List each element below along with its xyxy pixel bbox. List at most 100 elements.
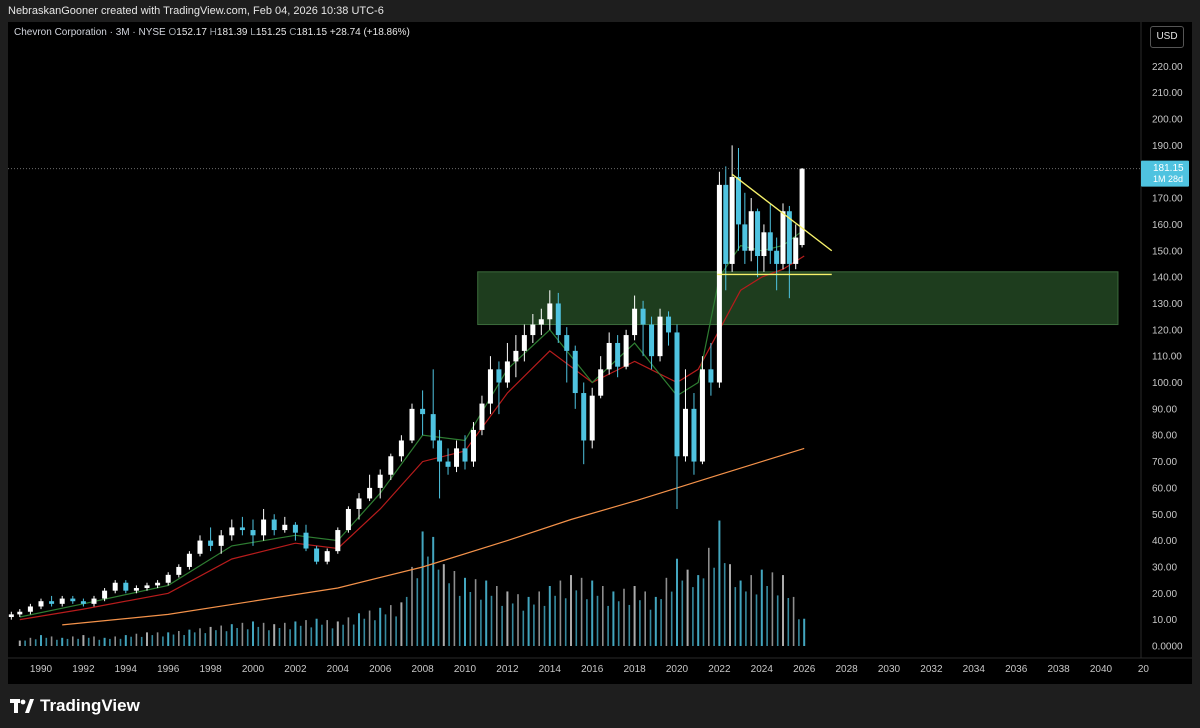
candle-body[interactable] — [38, 601, 44, 607]
candle-body[interactable] — [774, 250, 780, 264]
candle-body[interactable] — [335, 530, 341, 552]
descending-trendline[interactable] — [731, 173, 833, 252]
candle-body[interactable] — [761, 232, 767, 257]
candle-body[interactable] — [430, 414, 436, 441]
candle-body[interactable] — [229, 527, 235, 536]
currency-button[interactable]: USD — [1150, 26, 1184, 48]
candle-body[interactable] — [197, 540, 203, 554]
candle-body[interactable] — [70, 598, 76, 602]
candle-body[interactable] — [780, 211, 786, 264]
candle-body[interactable] — [186, 553, 192, 567]
candle-body[interactable] — [530, 324, 536, 336]
candle-body[interactable] — [479, 403, 485, 430]
candle-body[interactable] — [666, 316, 672, 333]
candle-body[interactable] — [292, 524, 298, 533]
candle-body[interactable] — [176, 566, 182, 575]
candle-body[interactable] — [649, 324, 655, 357]
candle-body[interactable] — [581, 393, 587, 441]
tradingview-logo[interactable]: TradingView — [10, 696, 140, 716]
candle-body[interactable] — [572, 350, 578, 394]
candle-body[interactable] — [250, 530, 256, 536]
candle-body[interactable] — [767, 232, 773, 251]
candle-body[interactable] — [324, 551, 330, 562]
candle-body[interactable] — [496, 369, 502, 383]
symbol-label[interactable]: Chevron Corporation · 3M · NYSE — [14, 27, 166, 38]
candle-body[interactable] — [786, 211, 792, 264]
candle-body[interactable] — [799, 168, 805, 246]
candle-body[interactable] — [462, 448, 468, 462]
candle-body[interactable] — [615, 342, 621, 367]
candle-body[interactable] — [742, 224, 748, 251]
last-price-tag[interactable] — [1141, 160, 1189, 187]
candle-body[interactable] — [282, 524, 288, 531]
price-tick-label: 90.00 — [1152, 404, 1177, 415]
candle-body[interactable] — [748, 211, 754, 251]
candle-body[interactable] — [420, 408, 426, 415]
candle-body[interactable] — [303, 532, 309, 549]
candle-body[interactable] — [80, 601, 86, 604]
candle-body[interactable] — [271, 519, 277, 531]
candle-body[interactable] — [723, 184, 729, 264]
candle-body[interactable] — [454, 448, 460, 467]
candle-body[interactable] — [155, 582, 161, 586]
candle-body[interactable] — [564, 335, 570, 351]
candle-body[interactable] — [59, 598, 65, 604]
candle-body[interactable] — [388, 456, 394, 475]
candle-body[interactable] — [755, 211, 761, 257]
candle-body[interactable] — [606, 342, 612, 370]
candle-body[interactable] — [691, 408, 697, 462]
candle-body[interactable] — [470, 429, 476, 462]
candle-body[interactable] — [17, 611, 23, 615]
candle-body[interactable] — [640, 308, 646, 325]
candle-body[interactable] — [682, 408, 688, 457]
candle-body[interactable] — [623, 335, 629, 367]
candle-body[interactable] — [409, 408, 415, 441]
candle-body[interactable] — [314, 548, 320, 562]
candle-body[interactable] — [367, 487, 373, 499]
candle-body[interactable] — [793, 237, 799, 264]
candle-body[interactable] — [735, 176, 741, 225]
candle-body[interactable] — [239, 527, 245, 531]
price-tick-label: 0.0000 — [1152, 642, 1183, 653]
candle-body[interactable] — [27, 606, 33, 612]
candle-body[interactable] — [513, 350, 519, 362]
candle-body[interactable] — [504, 361, 510, 383]
candle-body[interactable] — [555, 303, 561, 336]
low-label: L — [250, 27, 256, 38]
price-chart[interactable]: 220.00 210.00 200.00 190.00 170.00 160.00 150.… — [8, 22, 1192, 684]
candle-body[interactable] — [8, 614, 14, 618]
candle-body[interactable] — [716, 184, 722, 383]
candle-body[interactable] — [112, 582, 118, 591]
candle-body[interactable] — [123, 582, 129, 591]
candle-body[interactable] — [445, 461, 451, 467]
candle-body[interactable] — [632, 308, 638, 336]
support-zone[interactable] — [477, 271, 1119, 326]
candle-body[interactable] — [208, 540, 214, 546]
candle-body[interactable] — [589, 395, 595, 441]
candle-body[interactable] — [91, 598, 97, 604]
candle-body[interactable] — [377, 474, 383, 488]
candle-body[interactable] — [538, 319, 544, 325]
candle-body[interactable] — [102, 590, 108, 599]
candle-body[interactable] — [398, 440, 404, 457]
candle-body[interactable] — [547, 303, 553, 320]
candle-body[interactable] — [674, 332, 680, 457]
candle-body[interactable] — [261, 519, 267, 536]
chart-panel[interactable]: 220.00 210.00 200.00 190.00 170.00 160.00 150.… — [8, 22, 1192, 684]
candle-body[interactable] — [345, 508, 351, 531]
candle-body[interactable] — [487, 369, 493, 404]
candle-body[interactable] — [49, 601, 55, 604]
candle-body[interactable] — [699, 369, 705, 462]
candle-body[interactable] — [657, 316, 663, 357]
candle-body[interactable] — [598, 369, 604, 396]
candle-body[interactable] — [133, 588, 139, 591]
candle-body[interactable] — [218, 535, 224, 546]
candle-body[interactable] — [356, 498, 362, 509]
candle-body[interactable] — [437, 440, 443, 462]
candle-body[interactable] — [708, 369, 714, 383]
tradingview-logo-icon — [10, 699, 34, 713]
candle-body[interactable] — [144, 585, 150, 589]
candle-body[interactable] — [165, 574, 171, 583]
candle-body[interactable] — [521, 335, 527, 351]
candle-body[interactable] — [729, 176, 735, 264]
